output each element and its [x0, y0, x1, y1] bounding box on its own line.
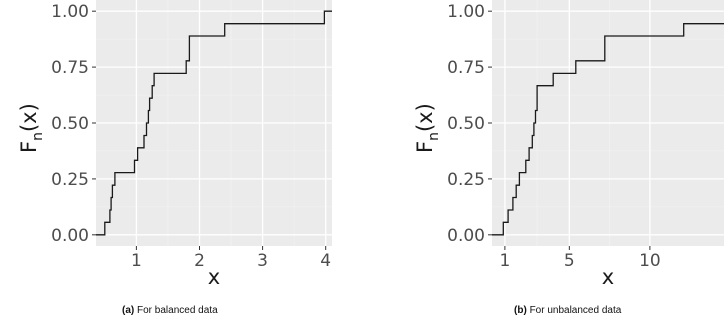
y-axis-title-argument: (x): [17, 103, 41, 132]
y-axis-title-base: F: [17, 141, 41, 153]
caption-b: (b) For unbalanced data: [514, 305, 621, 316]
y-tick-label: 1.00: [51, 2, 89, 22]
caption-b-tag: (b): [514, 305, 527, 316]
y-axis-title-subscript: n: [30, 132, 46, 141]
y-tick-label: 0.00: [447, 226, 485, 246]
caption-a-tag: (a): [122, 305, 135, 316]
x-tick-label: 1: [499, 251, 510, 271]
x-tick-label: 3: [257, 251, 268, 271]
x-axis-title: x: [602, 265, 614, 289]
y-tick-label: 1.00: [447, 2, 485, 22]
ecdf-step-line: [492, 23, 724, 236]
y-axis-title: Fn(x): [17, 103, 46, 153]
x-tick-label: 4: [320, 251, 331, 271]
caption-b-text: For unbalanced data: [529, 305, 622, 316]
ecdf-step-line: [96, 10, 332, 236]
y-axis-title-subscript: n: [426, 132, 442, 141]
x-tick-label: 2: [194, 251, 205, 271]
y-axis-title: Fn(x): [413, 103, 442, 153]
caption-a: (a) For balanced data: [122, 305, 218, 316]
x-tick-label: 5: [564, 251, 575, 271]
x-tick-label: 1: [131, 251, 142, 271]
y-tick-label: 0.00: [51, 226, 89, 246]
y-tick-label: 0.50: [51, 114, 89, 134]
y-axis-title-base: F: [413, 141, 437, 153]
caption-a-text: For balanced data: [137, 305, 218, 316]
chart-a: 0.00 0.25 0.50 0.75 1.00 1 2 3 4 x Fn(x): [17, 0, 332, 289]
y-tick-label: 0.25: [51, 170, 89, 190]
y-tick-label: 0.75: [51, 58, 89, 78]
x-tick-label: 10: [639, 251, 661, 271]
chart-b: 0.00 0.25 0.50 0.75 1.00 1 5 10 x Fn(x): [413, 0, 724, 289]
y-tick-label: 0.50: [447, 114, 485, 134]
y-tick-label: 0.25: [447, 170, 485, 190]
y-tick-label: 0.75: [447, 58, 485, 78]
x-axis-title: x: [208, 265, 220, 289]
y-axis-title-argument: (x): [413, 103, 437, 132]
